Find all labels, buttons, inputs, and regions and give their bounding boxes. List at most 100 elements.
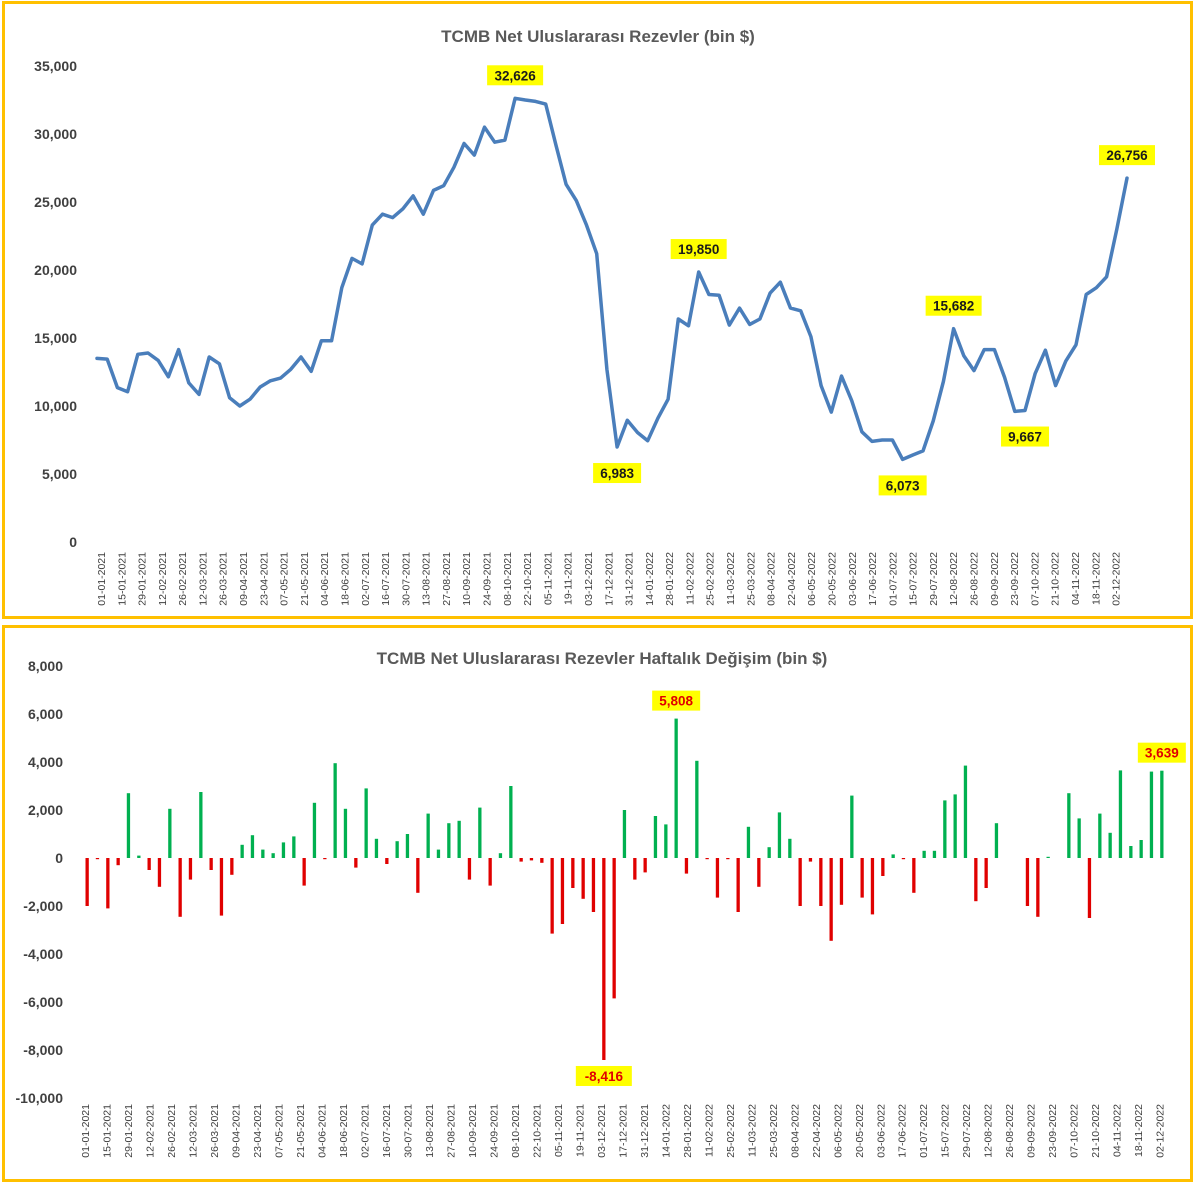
x-tick-label: 09-09-2022: [989, 552, 1001, 606]
x-tick-label: 30-07-2021: [400, 552, 412, 606]
weekly-change-bar: [519, 858, 523, 862]
x-tick-label: 15-07-2022: [908, 552, 920, 606]
x-tick-label: 16-07-2021: [380, 552, 392, 606]
weekly-change-bar: [912, 858, 916, 893]
x-tick-label: 07-10-2022: [1069, 1104, 1081, 1158]
weekly-change-bar: [343, 808, 348, 858]
weekly-change-bar: [726, 858, 730, 860]
x-tick-label: 28-01-2022: [664, 552, 676, 606]
weekly-change-bar: [622, 810, 627, 858]
weekly-change-bar: [95, 858, 100, 860]
weekly-change-bar: [1129, 846, 1133, 858]
y-tick-label: 2,000: [28, 802, 63, 818]
weekly-change-bar: [385, 858, 389, 864]
x-tick-label: 18-06-2021: [339, 552, 351, 606]
weekly-change-bar: [984, 858, 988, 888]
weekly-change-bar: [364, 788, 368, 858]
weekly-change-bar: [674, 718, 678, 858]
data-label: 26,756: [1099, 145, 1155, 166]
weekly-change-bar: [116, 858, 120, 866]
x-tick-label: 09-04-2021: [238, 552, 250, 606]
x-tick-label: 26-03-2021: [218, 552, 230, 606]
weekly-change-bar: [209, 858, 213, 870]
weekly-change-bar: [581, 858, 585, 899]
weekly-change-bar: [426, 813, 430, 858]
data-label-background: [652, 690, 701, 711]
x-tick-label: 07-05-2021: [273, 1104, 285, 1158]
chart-title: TCMB Net Uluslararası Rezevler (bin $): [441, 27, 755, 46]
x-tick-label: 24-09-2021: [482, 552, 494, 606]
weekly-change-bar: [963, 765, 968, 858]
weekly-change-bar: [312, 802, 317, 858]
x-tick-label: 25-03-2022: [768, 1104, 780, 1158]
x-tick-label: 06-05-2022: [832, 1104, 844, 1158]
x-tick-label: 17-12-2021: [603, 552, 615, 606]
weekly-change-bar: [839, 858, 844, 905]
data-label-text: 9,667: [1008, 430, 1042, 445]
x-tick-label: 11-03-2022: [746, 1104, 758, 1157]
x-tick-label: 31-12-2021: [639, 1104, 651, 1158]
data-label: 9,667: [1001, 426, 1050, 447]
weekly-change-bar: [612, 858, 616, 999]
x-tick-label: 01-07-2022: [918, 1104, 930, 1158]
x-tick-label: 17-06-2022: [867, 552, 879, 606]
x-tick-label: 03-12-2021: [596, 1104, 608, 1158]
x-tick-label: 12-02-2021: [157, 552, 169, 606]
weekly-change-bar: [488, 858, 492, 886]
data-label-background: [593, 463, 642, 484]
x-tick-label: 22-04-2022: [786, 552, 798, 606]
weekly-change-bar: [498, 853, 503, 858]
weekly-change-bar: [478, 807, 482, 858]
weekly-change-bar: [457, 820, 461, 858]
weekly-change-bar: [798, 858, 802, 906]
weekly-change-bar-chart-panel: TCMB Net Uluslararası Rezevler Haftalık …: [2, 625, 1193, 1182]
y-tick-label: 35,000: [34, 58, 77, 74]
x-tick-label: 03-06-2022: [875, 1104, 887, 1158]
weekly-change-bar: [829, 858, 833, 941]
x-tick-label: 01-07-2022: [887, 552, 899, 606]
weekly-change-bar: [953, 794, 957, 858]
x-tick-label: 23-09-2022: [1047, 1104, 1059, 1158]
weekly-change-bar: [447, 823, 451, 858]
x-tick-label: 28-01-2022: [682, 1104, 694, 1158]
weekly-change-bar: [292, 836, 296, 858]
x-tick-label: 20-05-2022: [826, 552, 838, 606]
x-tick-label: 03-12-2021: [583, 552, 595, 606]
x-tick-label: 29-01-2021: [123, 1104, 135, 1158]
x-tick-label: 02-12-2022: [1111, 552, 1123, 606]
weekly-change-bar: [1046, 856, 1050, 858]
data-label: -8,416: [575, 1065, 632, 1086]
weekly-change-bar: [850, 795, 854, 858]
y-tick-label: -10,000: [16, 1090, 64, 1106]
weekly-change-bar: [1160, 770, 1164, 858]
x-tick-label: 25-02-2022: [705, 552, 717, 606]
weekly-change-bar: [302, 858, 306, 886]
weekly-change-bar: [1118, 770, 1123, 858]
weekly-change-bar: [901, 858, 906, 860]
data-label: 6,983: [593, 463, 642, 484]
weekly-change-bar: [1098, 813, 1102, 858]
x-tick-label: 08-04-2022: [766, 552, 778, 606]
weekly-change-bar: [757, 858, 761, 887]
weekly-change-bar: [746, 826, 751, 858]
weekly-change-bar: [467, 858, 472, 880]
weekly-change-bar: [860, 858, 864, 898]
x-tick-label: 19-11-2021: [563, 552, 575, 605]
weekly-change-bar: [219, 858, 224, 916]
x-tick-label: 15-01-2021: [116, 552, 128, 606]
x-tick-label: 05-11-2021: [542, 552, 554, 605]
data-label-text: 3,639: [1145, 746, 1179, 761]
weekly-change-bar: [1036, 858, 1040, 917]
weekly-change-bar: [922, 850, 926, 858]
x-tick-label: 16-07-2021: [381, 1104, 393, 1158]
x-tick-label: 19-11-2021: [574, 1104, 586, 1157]
x-tick-label: 27-08-2021: [441, 552, 453, 606]
x-tick-label: 14-01-2022: [644, 552, 656, 606]
weekly-change-bar: [188, 858, 193, 880]
data-label-background: [670, 239, 727, 260]
x-tick-label: 07-05-2021: [279, 552, 291, 606]
weekly-change-bar: [808, 858, 813, 862]
weekly-change-bar: [715, 858, 720, 898]
y-tick-label: -2,000: [23, 898, 63, 914]
x-tick-label: 11-03-2022: [725, 552, 737, 605]
